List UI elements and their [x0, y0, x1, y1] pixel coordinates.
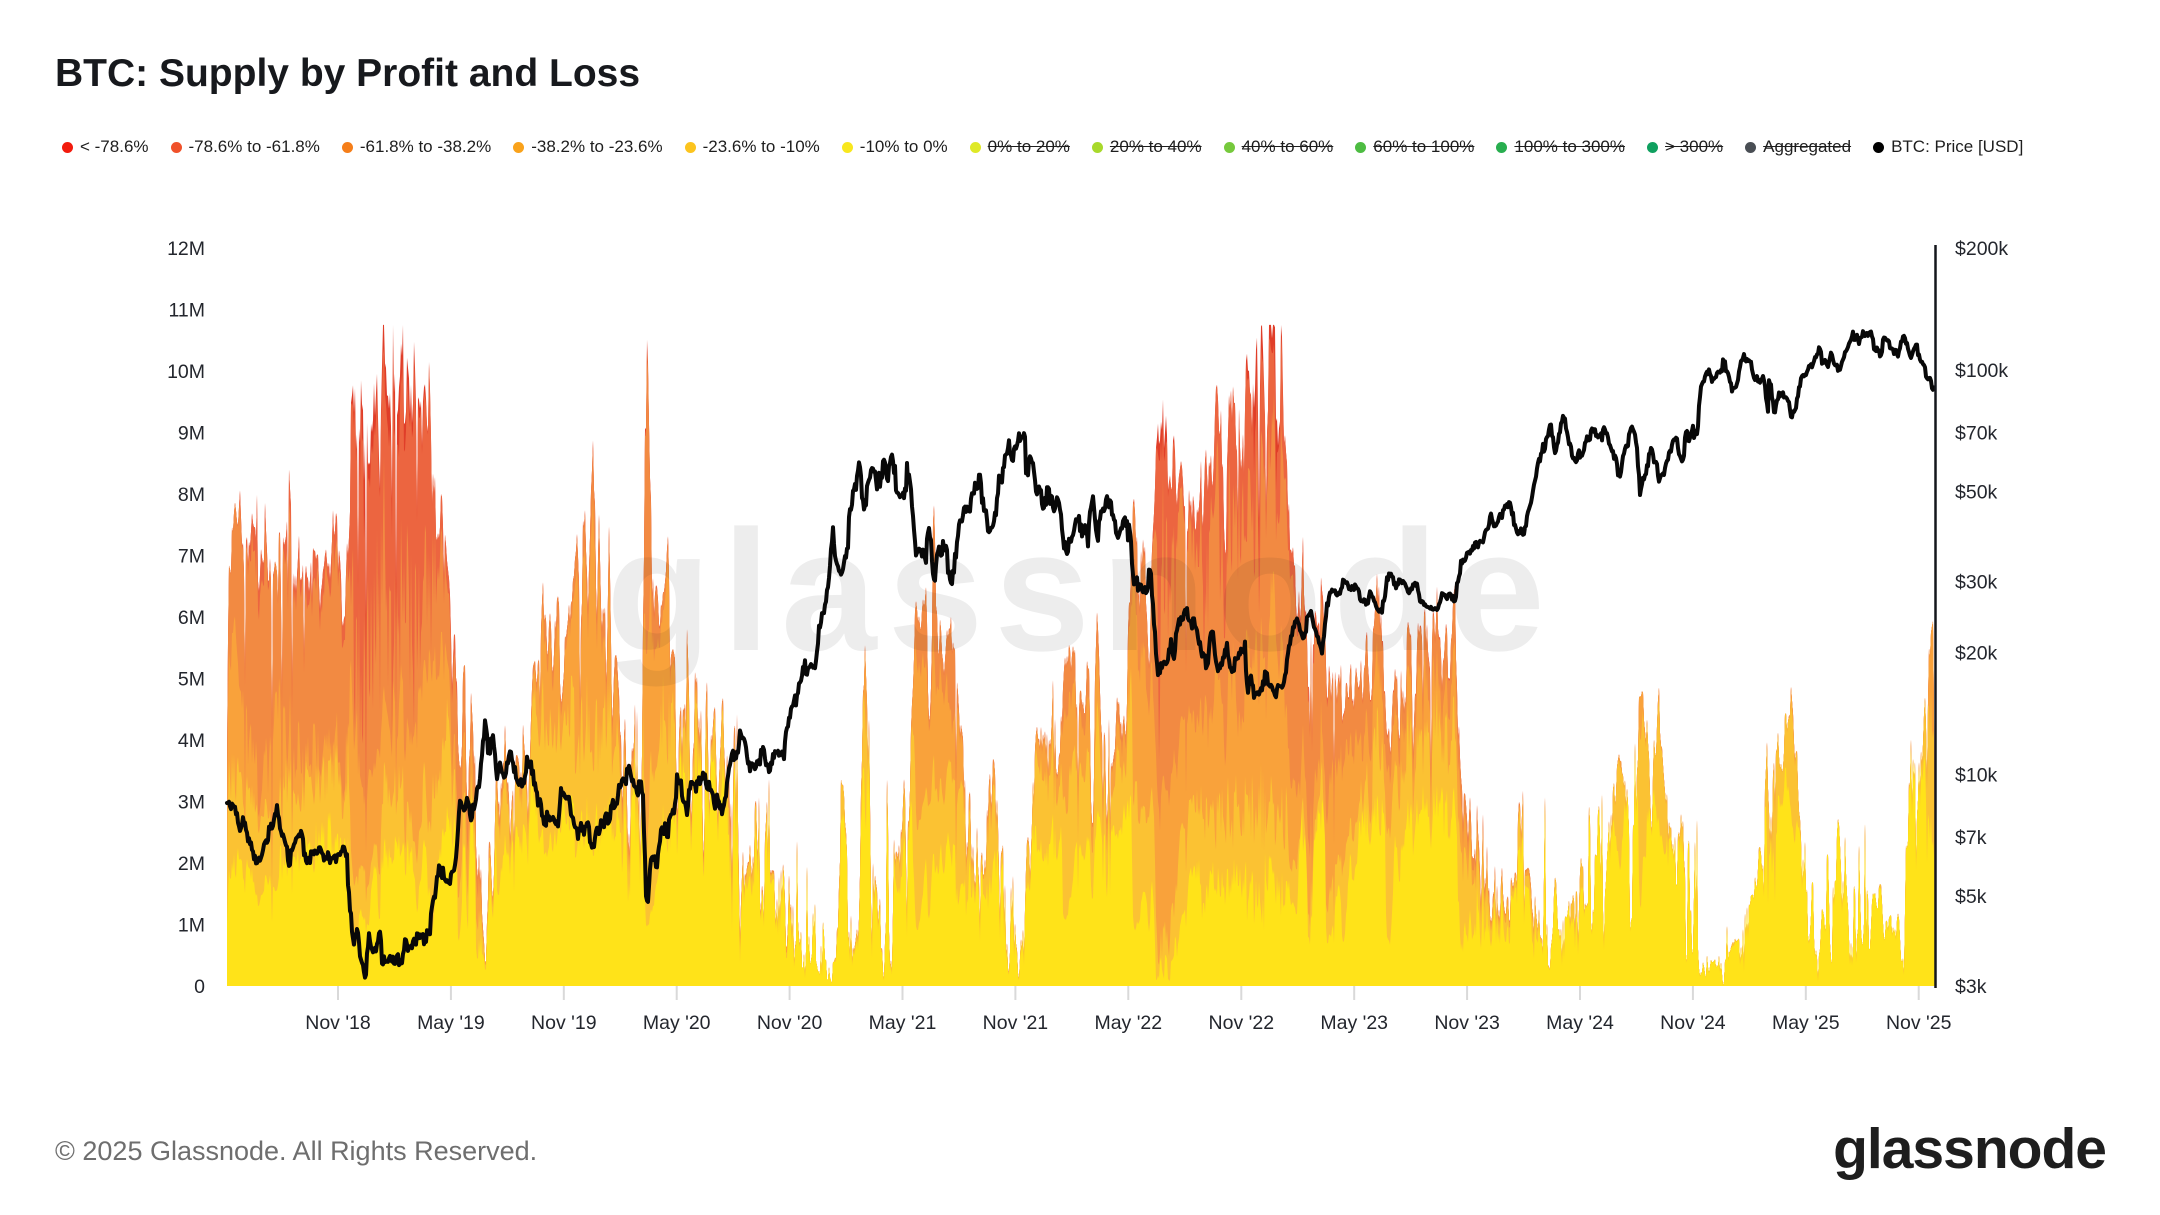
svg-text:$100k: $100k	[1955, 360, 2008, 382]
svg-text:Nov '22: Nov '22	[1209, 1012, 1275, 1034]
svg-text:1M: 1M	[178, 915, 205, 937]
svg-text:Nov '21: Nov '21	[983, 1012, 1049, 1034]
svg-text:$3k: $3k	[1955, 976, 1987, 998]
svg-text:Nov '19: Nov '19	[531, 1012, 597, 1034]
svg-text:$70k: $70k	[1955, 423, 1998, 445]
svg-text:$20k: $20k	[1955, 643, 1998, 665]
svg-text:10M: 10M	[167, 361, 205, 383]
svg-text:May '20: May '20	[643, 1012, 711, 1034]
svg-text:11M: 11M	[169, 300, 206, 322]
svg-text:8M: 8M	[178, 484, 205, 506]
svg-text:Nov '25: Nov '25	[1886, 1012, 1952, 1034]
svg-text:4M: 4M	[178, 730, 205, 752]
svg-text:7M: 7M	[178, 546, 205, 568]
svg-text:5M: 5M	[178, 669, 205, 691]
svg-text:May '21: May '21	[869, 1012, 937, 1034]
svg-text:12M: 12M	[167, 238, 205, 260]
svg-text:3M: 3M	[178, 792, 205, 814]
svg-text:$10k: $10k	[1955, 764, 1998, 786]
svg-text:Nov '24: Nov '24	[1660, 1012, 1726, 1034]
svg-text:Nov '20: Nov '20	[757, 1012, 823, 1034]
svg-text:0: 0	[194, 976, 205, 998]
svg-text:May '24: May '24	[1546, 1012, 1614, 1034]
svg-text:2M: 2M	[178, 853, 205, 875]
svg-text:9M: 9M	[178, 423, 205, 445]
svg-text:$50k: $50k	[1955, 482, 1998, 504]
svg-text:Nov '18: Nov '18	[305, 1012, 371, 1034]
svg-text:May '19: May '19	[417, 1012, 485, 1034]
svg-text:$30k: $30k	[1955, 571, 1998, 593]
svg-text:May '25: May '25	[1772, 1012, 1840, 1034]
svg-text:$5k: $5k	[1955, 886, 1987, 908]
svg-text:May '22: May '22	[1094, 1012, 1162, 1034]
svg-text:$200k: $200k	[1955, 238, 2008, 260]
svg-text:May '23: May '23	[1320, 1012, 1388, 1034]
svg-text:Nov '23: Nov '23	[1434, 1012, 1500, 1034]
svg-text:6M: 6M	[178, 607, 205, 629]
svg-text:$7k: $7k	[1955, 827, 1987, 849]
